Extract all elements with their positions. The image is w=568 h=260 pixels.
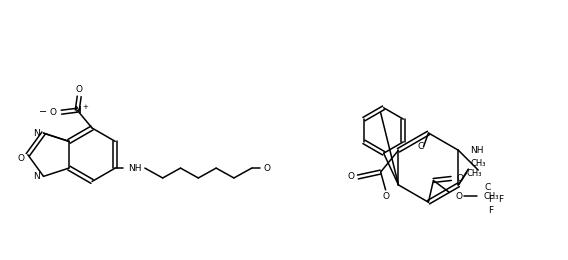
Text: O: O [348, 172, 354, 181]
Text: C: C [485, 183, 491, 192]
Text: CH₃: CH₃ [470, 159, 486, 168]
Text: O: O [456, 174, 463, 183]
Text: O: O [18, 154, 24, 163]
Text: F: F [488, 195, 493, 204]
Text: F: F [498, 195, 503, 204]
Text: CH₃: CH₃ [466, 168, 482, 178]
Text: O: O [382, 192, 389, 201]
Text: O: O [50, 108, 57, 117]
Text: N: N [34, 172, 40, 181]
Text: O: O [264, 164, 270, 173]
Text: O: O [456, 192, 462, 201]
Text: C: C [417, 142, 424, 151]
Text: N: N [34, 129, 40, 138]
Text: NH: NH [128, 164, 141, 173]
Text: NH: NH [470, 146, 484, 155]
Text: −: − [39, 107, 48, 117]
Text: CH₃: CH₃ [484, 192, 499, 201]
Text: O: O [76, 85, 83, 94]
Text: +: + [82, 104, 88, 110]
Text: N: N [74, 106, 81, 115]
Text: F: F [488, 206, 493, 215]
